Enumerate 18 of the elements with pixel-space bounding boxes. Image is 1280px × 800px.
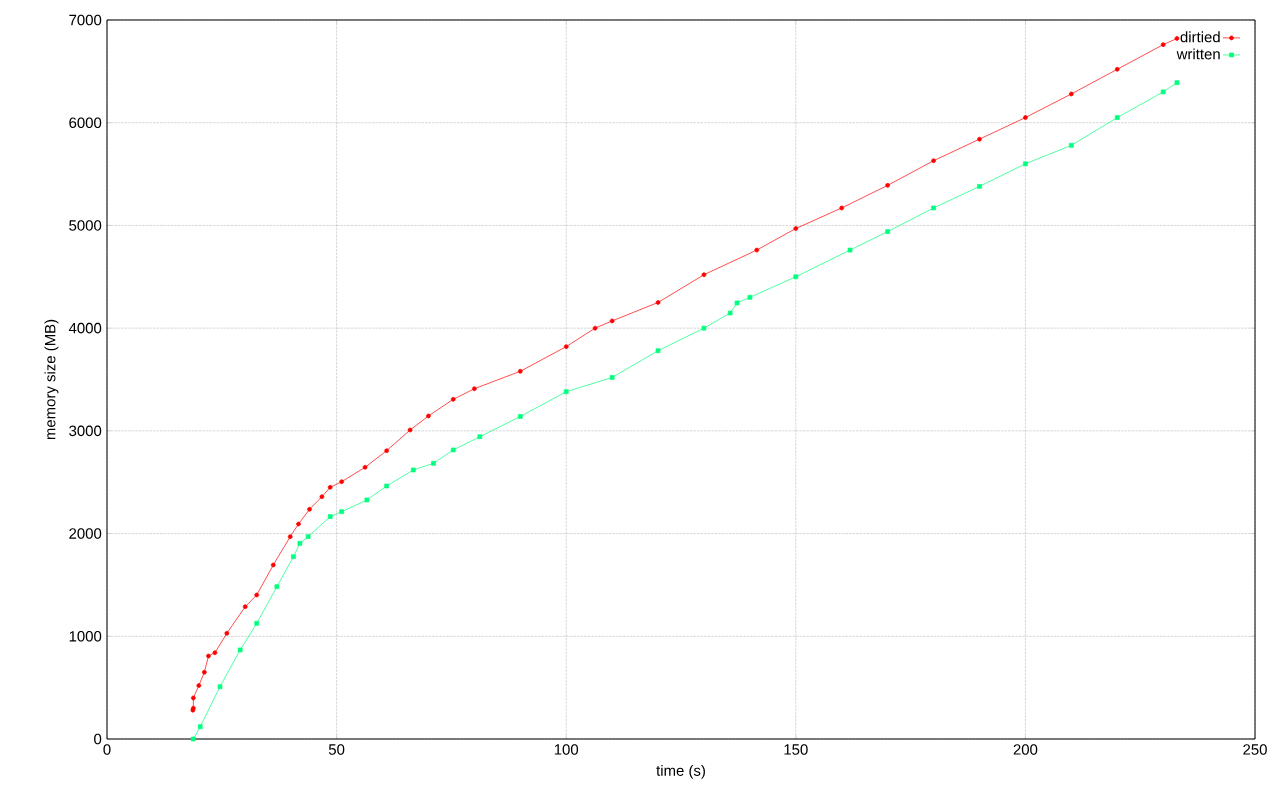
x-tick-label: 200	[1013, 744, 1038, 755]
y-tick-label: 3000	[69, 425, 102, 437]
legend-label: written	[1176, 48, 1220, 60]
x-tick-label: 0	[103, 744, 111, 755]
x-tick-label: 250	[1243, 744, 1267, 755]
y-tick-label: 0	[94, 733, 102, 745]
y-tick-label: 4000	[68, 322, 102, 334]
legend-label: dirtied	[1180, 31, 1220, 43]
y-axis-title: memory size (MB)	[44, 319, 59, 440]
x-tick-label: 150	[784, 744, 808, 755]
x-tick-label: 100	[554, 744, 579, 755]
y-tick-label: 6000	[69, 117, 102, 128]
y-tick-label: 7000	[69, 14, 102, 26]
x-tick-label: 50	[328, 744, 345, 755]
y-tick-label: 1000	[69, 630, 102, 642]
y-tick-label: 5000	[69, 220, 102, 231]
y-tick-label: 2000	[69, 528, 102, 539]
x-axis-title: time (s)	[656, 764, 705, 779]
